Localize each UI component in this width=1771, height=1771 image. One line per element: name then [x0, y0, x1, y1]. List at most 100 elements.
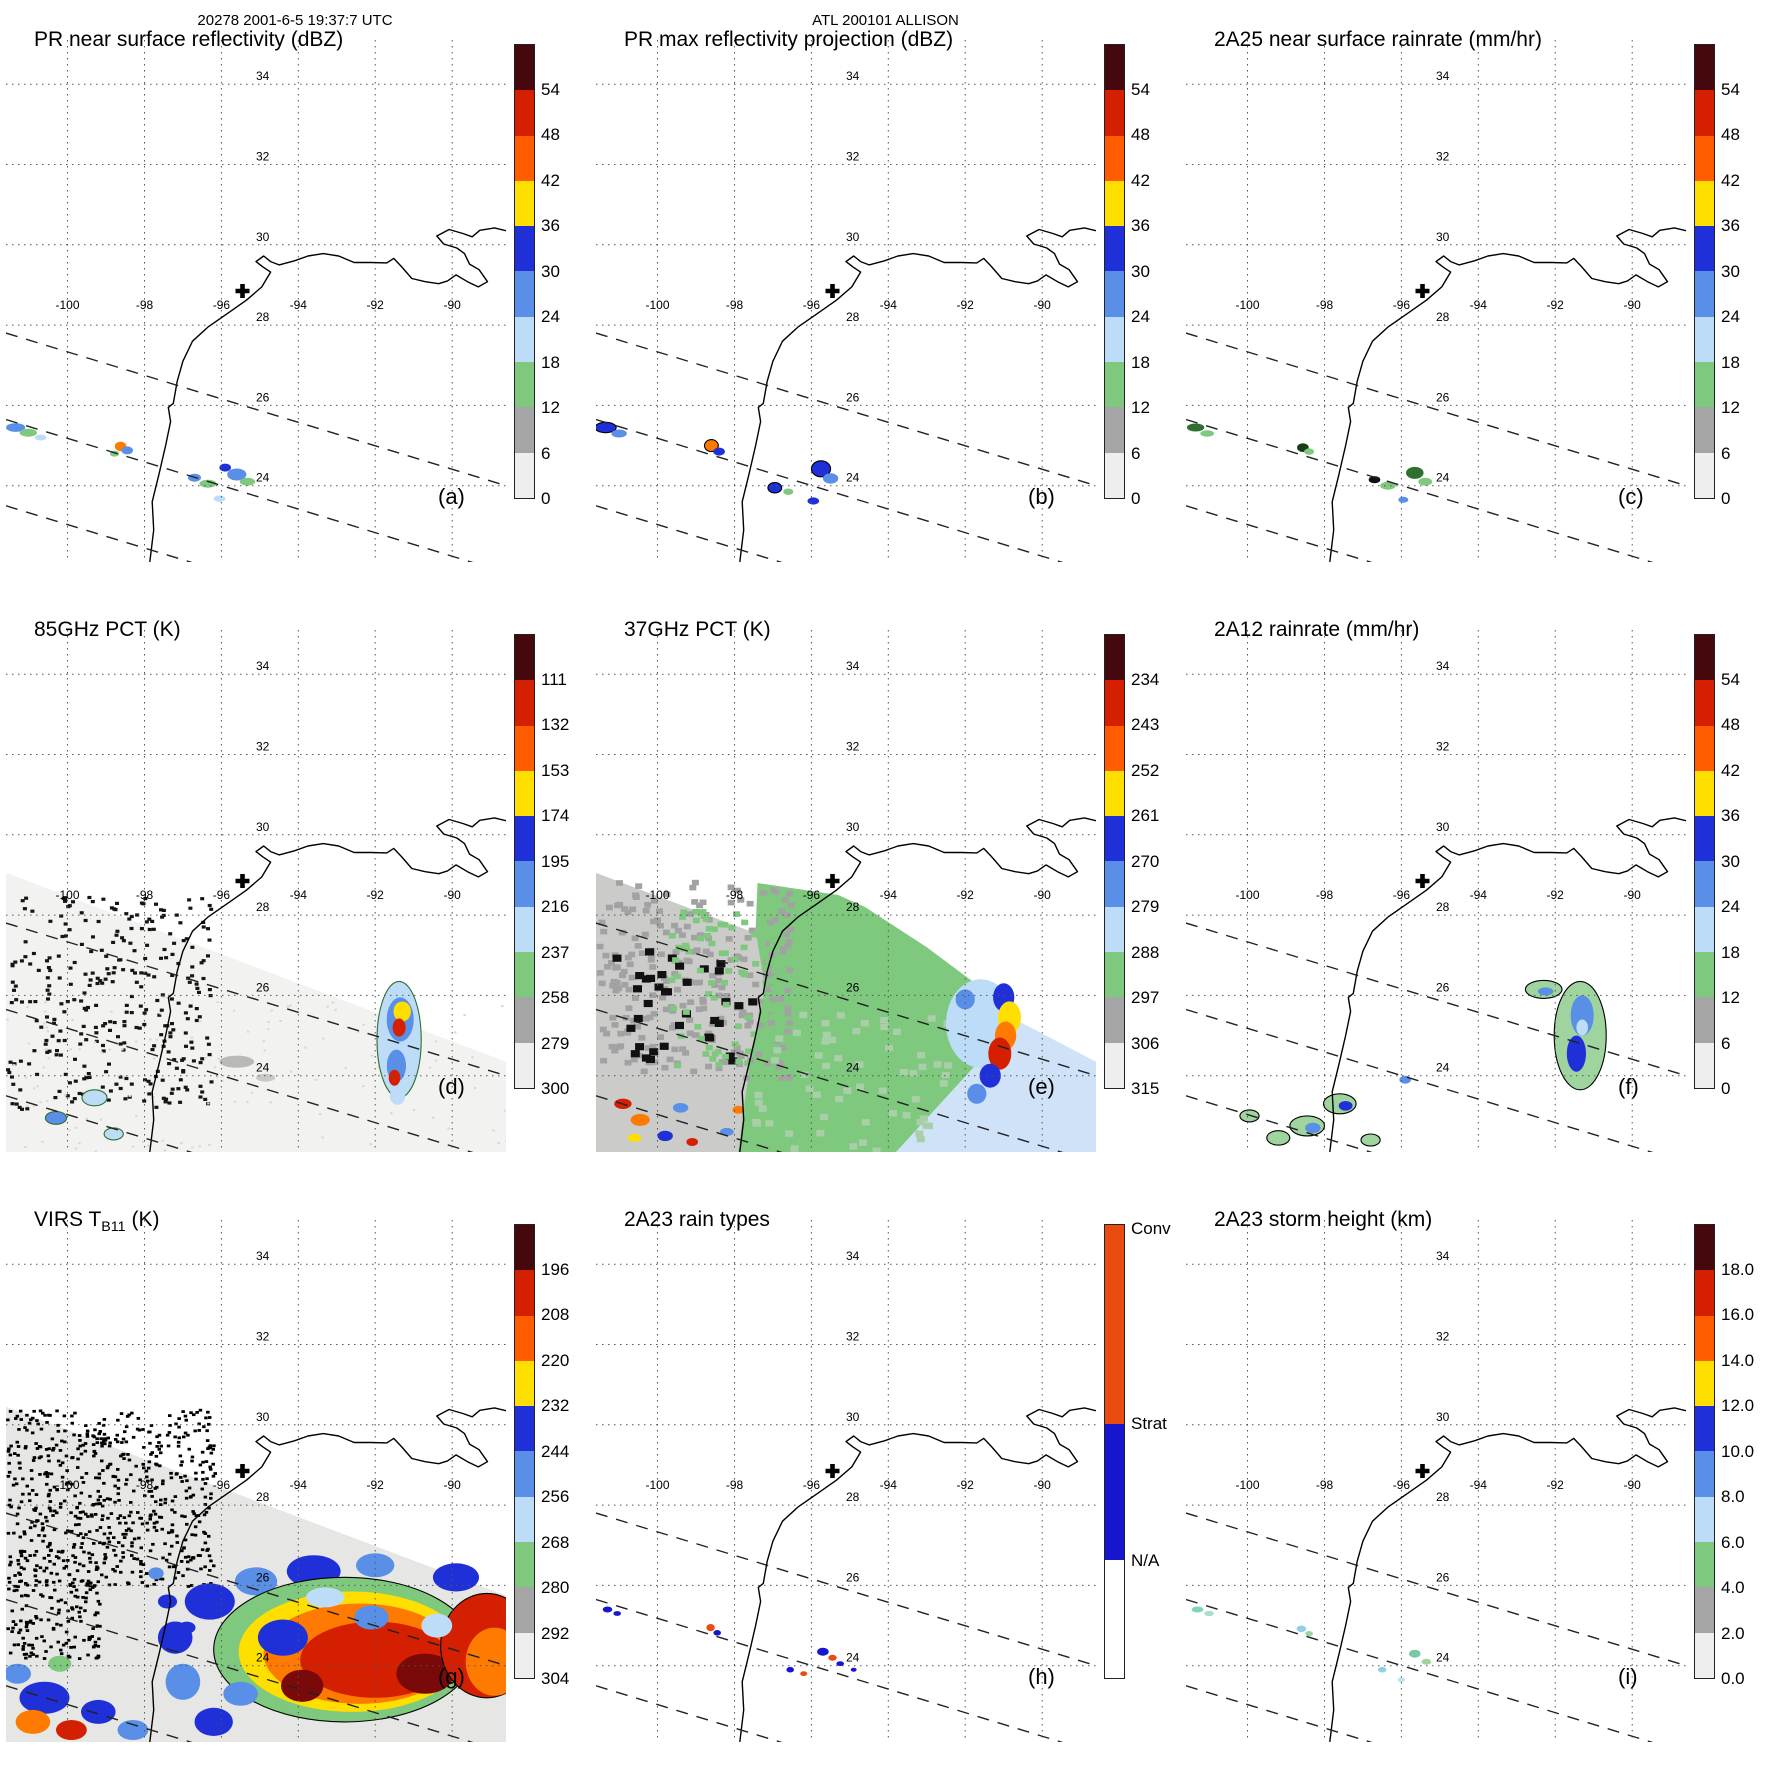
lat-label: 34 [256, 69, 270, 83]
colorbar-tick-label: 18 [541, 352, 560, 372]
data-feature [1378, 1666, 1387, 1673]
coastline [149, 227, 506, 562]
data-feature [1305, 1631, 1313, 1637]
lon-label: -96 [213, 888, 231, 902]
colorbar-tick-label: 270 [1131, 851, 1160, 871]
colorbar-segment [1105, 680, 1124, 726]
lon-label: -96 [1393, 888, 1411, 902]
lat-label: 28 [846, 310, 860, 324]
panel-letter-g: (g) [438, 1664, 465, 1689]
data-feature [219, 463, 231, 472]
colorbar-tick-label: 6 [1721, 443, 1731, 463]
center-marker [825, 284, 840, 298]
swath-edge-line [1186, 1598, 1654, 1742]
colorbar-tick-label: 306 [1131, 1033, 1160, 1053]
colorbar-tick-label: 0 [1131, 489, 1141, 508]
colorbar-segment [1105, 45, 1124, 91]
panel-title-g: VIRS TB11 (K) [34, 1208, 160, 1236]
lat-label: 32 [256, 1330, 270, 1344]
swath-edge-line [596, 1008, 1064, 1152]
data-feature [1418, 477, 1433, 486]
colorbar-segment [1105, 1225, 1124, 1425]
lon-label: -98 [1316, 888, 1334, 902]
colorbar-segment [1695, 316, 1714, 363]
lat-label: 34 [846, 1249, 860, 1263]
swath-edge-line [596, 1685, 783, 1742]
data-feature [432, 1563, 480, 1592]
lat-label: 34 [846, 659, 860, 673]
lat-label: 34 [1436, 69, 1450, 83]
data-feature [19, 1681, 70, 1714]
lat-label: 26 [846, 1570, 860, 1584]
panel-f: -100 -98 -96 -94 -92 -90 24 26 28 30 32 34 2A12 rai… [1180, 590, 1771, 1180]
coastline [1329, 817, 1686, 1152]
colorbar-tick-label: 153 [541, 760, 570, 780]
lon-label: -98 [1316, 298, 1334, 312]
colorbar-segment [1695, 997, 1714, 1043]
data-feature [234, 1567, 278, 1596]
panel-letter-c: (c) [1618, 484, 1644, 509]
coastline [149, 1407, 506, 1742]
data-feature [1204, 1610, 1214, 1617]
colorbar-tick-label: 6 [1131, 443, 1141, 463]
colorbar-tick-label: 30 [541, 261, 560, 281]
lat-label: 24 [256, 1651, 270, 1665]
colorbar-segment [1695, 635, 1714, 681]
lon-label: -92 [1547, 298, 1565, 312]
colorbar-tick-label: 6.0 [1721, 1532, 1745, 1552]
map-canvas-g: -100 -98 -96 -94 -92 -90 24 26 28 30 32 34 [6, 1220, 506, 1742]
panel-title-i: 2A23 storm height (km) [1214, 1208, 1433, 1231]
data-feature [1266, 1130, 1291, 1146]
data-feature [19, 428, 37, 437]
colorbar-tick-label: 279 [541, 1033, 570, 1053]
lon-label: -96 [803, 1478, 821, 1492]
lat-label: 26 [256, 980, 270, 994]
colorbar-tick-label: 2.0 [1721, 1623, 1745, 1643]
map-canvas-b: -100 -98 -96 -94 -92 -90 24 26 28 30 32 34 [596, 40, 1096, 562]
panel-letter-h: (h) [1028, 1664, 1055, 1689]
colorbar-tick-label: 54 [541, 79, 560, 99]
colorbar-segment [1695, 180, 1714, 227]
data-feature [988, 1037, 1012, 1070]
lon-label: -94 [1470, 298, 1488, 312]
colorbar-tick-label: 280 [541, 1578, 570, 1597]
colorbar-tick-label: 237 [541, 942, 570, 962]
colorbar-segment [1695, 1315, 1714, 1361]
lat-label: 26 [1436, 1570, 1450, 1584]
lon-label: -98 [726, 1478, 744, 1492]
panel-title-f: 2A12 rainrate (mm/hr) [1214, 618, 1420, 641]
lon-label: -100 [645, 1478, 669, 1492]
colorbar-segment [515, 1451, 534, 1497]
lon-label: -92 [1547, 1478, 1565, 1492]
lon-label: -94 [880, 298, 898, 312]
panel-letter-i: (i) [1618, 1664, 1638, 1689]
lat-label: 26 [846, 390, 860, 404]
swath-edge-line [596, 1598, 1064, 1742]
colorbar-tick-label: 12 [1721, 398, 1740, 417]
lat-label: 30 [1436, 230, 1450, 244]
colorbar-segment [515, 1632, 534, 1678]
coastline [739, 1407, 1096, 1742]
lat-label: 24 [846, 471, 860, 485]
colorbar-tick-label: 244 [541, 1441, 570, 1461]
colorbar-segment [515, 861, 534, 907]
coastline [149, 817, 506, 1152]
colorbar-segment [1105, 316, 1124, 363]
colorbar-tick-label: 216 [541, 897, 570, 916]
colorbar-segment [515, 952, 534, 998]
colorbar-b [1104, 44, 1125, 499]
lon-label: -92 [367, 1478, 385, 1492]
data-feature [6, 1663, 31, 1684]
lon-label: -100 [1235, 888, 1259, 902]
colorbar-labels-a: 54 48 42 36 30 24 18 12 6 0 [541, 44, 590, 508]
data-feature [121, 446, 133, 455]
data-feature [627, 1133, 642, 1142]
data-feature [706, 1624, 715, 1632]
colorbar-tick-label: 195 [541, 851, 570, 871]
colorbar-f [1694, 634, 1715, 1089]
colorbar-tick-label: 0 [1721, 489, 1731, 508]
swath-edge-line [6, 1512, 506, 1667]
data-feature [148, 1567, 164, 1580]
orbit-datetime-header: 20278 2001-6-5 19:37:7 UTC [197, 12, 393, 29]
panel-b: -100 -98 -96 -94 -92 -90 24 26 28 30 32 34 PR max r… [590, 0, 1180, 590]
